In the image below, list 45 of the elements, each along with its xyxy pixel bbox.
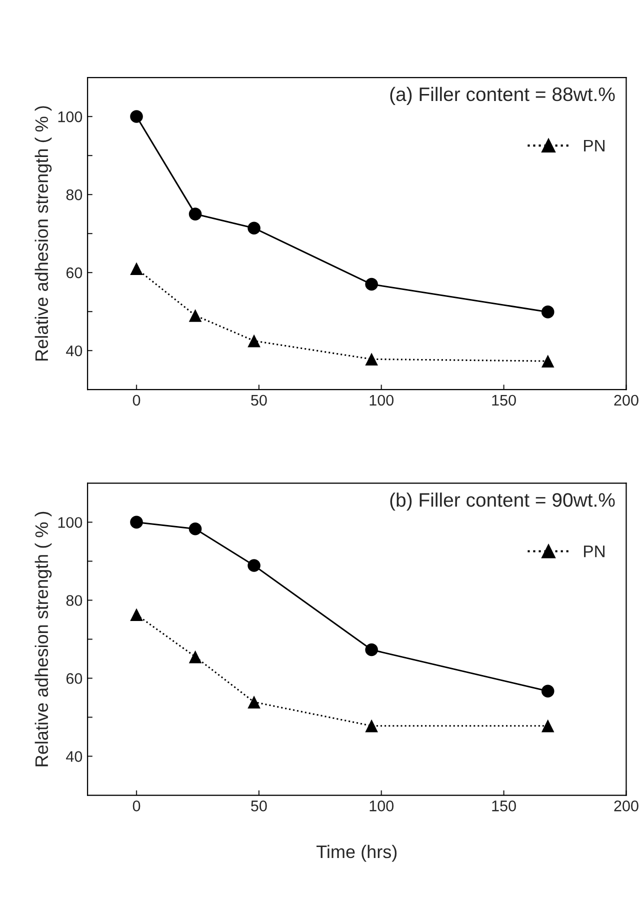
point [365, 719, 378, 732]
point [130, 608, 143, 622]
point [130, 110, 143, 123]
x-tick-label: 50 [251, 800, 267, 812]
point [188, 309, 202, 322]
y-tick-label: 80 [66, 189, 82, 200]
x-tick-label: 0 [132, 394, 140, 406]
x-axis-title: Time (hrs) [316, 844, 397, 862]
y-tick-label: 60 [66, 673, 82, 684]
x-tick-label: 100 [370, 800, 394, 812]
y-tick-label: 60 [66, 267, 82, 278]
point [130, 262, 143, 276]
point [248, 222, 260, 234]
point [248, 334, 260, 348]
legend-label: PN [584, 140, 604, 152]
x-tick-label: 50 [251, 394, 267, 406]
point [365, 643, 378, 656]
y-tick-label: 100 [58, 111, 82, 122]
x-tick-label: 0 [132, 800, 140, 812]
point [188, 208, 202, 220]
chart-title: (b) Filler content = 90wt.% [390, 492, 615, 511]
y-axis-title: Relative adhesion strength ( % ) [34, 512, 52, 766]
point [248, 696, 260, 708]
point [541, 354, 554, 368]
point [541, 306, 554, 318]
y-tick-label: 80 [66, 595, 82, 606]
x-tick-label: 150 [492, 394, 516, 406]
x-tick-label: 200 [614, 394, 638, 406]
y-axis-title: Relative adhesion strength ( % ) [34, 106, 52, 361]
point [365, 352, 378, 366]
y-tick-label: 100 [58, 517, 82, 528]
point [130, 516, 143, 529]
y-tick-label: 40 [66, 751, 82, 762]
point [188, 522, 202, 536]
point [541, 719, 554, 732]
y-tick-label: 40 [66, 345, 82, 356]
point [188, 650, 202, 664]
legend-label: PN [584, 546, 604, 558]
x-tick-label: 100 [370, 394, 394, 406]
chart-title: (a) Filler content = 88wt.% [390, 86, 615, 105]
point [248, 559, 260, 572]
x-tick-label: 150 [492, 800, 516, 812]
x-tick-label: 200 [614, 800, 638, 812]
point [541, 684, 554, 698]
point [365, 278, 378, 291]
